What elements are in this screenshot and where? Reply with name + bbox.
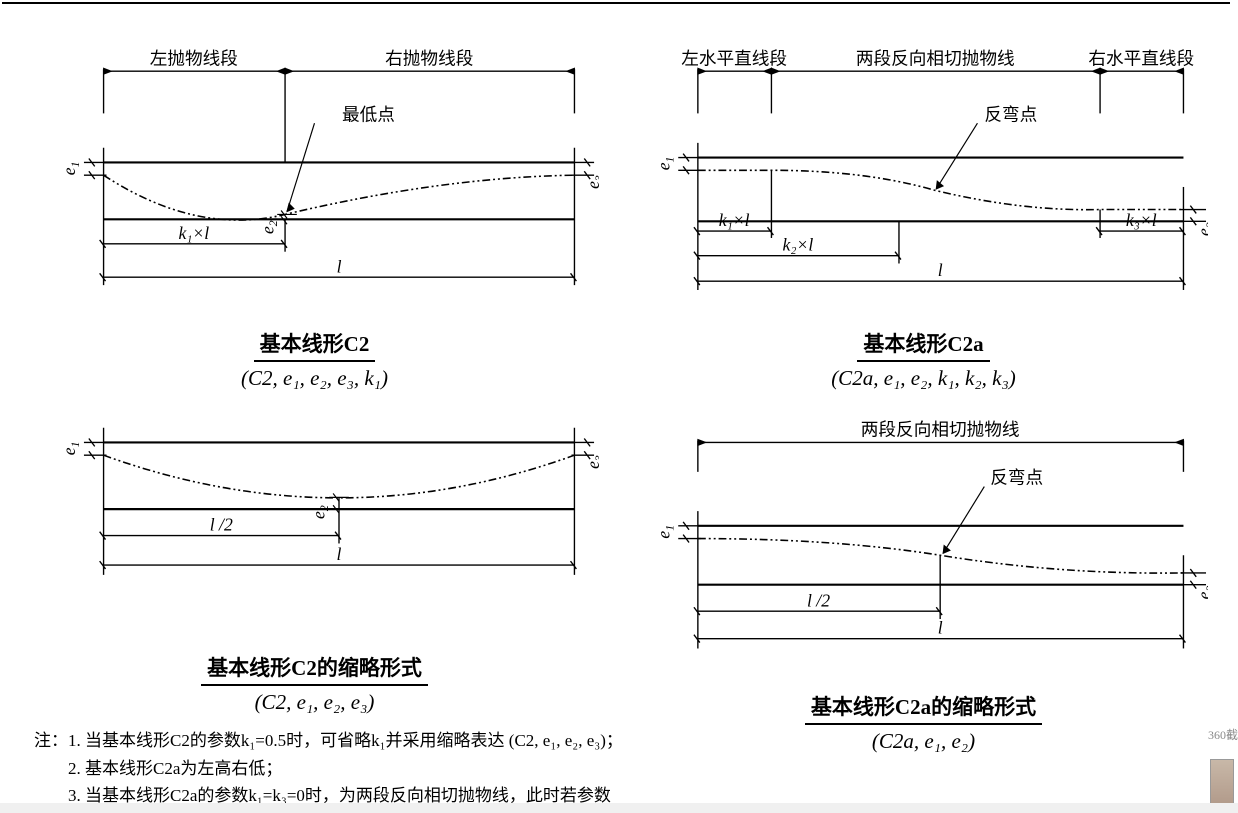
caption-params-c2a: (C2a, e₁, e₂, k₁, k₂, k₃): [831, 366, 1016, 393]
label-halfl-c2as: l /2: [807, 590, 830, 610]
label-right-hline: 右水平直线段: [1088, 48, 1194, 68]
caption-c2s: 基本线形C2的缩略形式 (C2, e₁, e₂, e₃): [201, 652, 428, 717]
label-k1l: k₁×l: [178, 223, 209, 243]
caption-title-c2s: 基本线形C2的缩略形式: [201, 652, 428, 686]
thumbnail-strip: [1210, 759, 1234, 809]
caption-params-c2as: (C2a, e₁, e₂): [805, 729, 1042, 756]
label-halfl-c2s: l /2: [210, 514, 233, 534]
label-l-c2a: l: [938, 260, 943, 280]
label-two-reverse-s: 两段反向相切抛物线: [861, 419, 1020, 439]
label-e2-c2s: e2: [308, 505, 331, 519]
caption-title-c2: 基本线形C2: [254, 328, 376, 362]
caption-title-c2a: 基本线形C2a: [857, 328, 989, 362]
diagram-c2as: 两段反向相切抛物线 反弯点 e1 e2 l /2 l 基本线形C2a的缩略形式 …: [639, 413, 1208, 756]
diagram-c2a: 左水平直线段 两段反向相切抛物线 右水平直线段 反弯点 e1 e2 k₁×l k…: [639, 30, 1208, 393]
label-inflection-s: 反弯点: [990, 467, 1043, 487]
caption-c2: 基本线形C2 (C2, e₁, e₂, e₃, k₁): [241, 328, 388, 393]
label-lowest-point: 最低点: [342, 104, 395, 124]
label-l-c2s: l: [337, 544, 342, 564]
diagram-grid: 左抛物线段 右抛物线段 最低点 e1 e3 e2 k₁×l l 基本线形C2 (…: [0, 0, 1238, 766]
label-left-parabola: 左抛物线段: [150, 48, 238, 68]
label-e1: e1: [59, 161, 82, 175]
label-inflection: 反弯点: [984, 104, 1037, 124]
label-two-reverse: 两段反向相切抛物线: [856, 48, 1015, 68]
label-e3: e3: [583, 175, 599, 189]
caption-params-c2: (C2, e₁, e₂, e₃, k₁): [241, 366, 388, 393]
notes-block: 注： 1. 当基本线形C2的参数k₁=0.5时，可省略k₁并采用缩略表达 (C2…: [34, 727, 623, 809]
notes-prefix: 注：: [34, 727, 68, 754]
label-e1-c2s: e1: [59, 441, 82, 455]
label-e3-c2s: e3: [583, 455, 599, 469]
label-k1l-c2a: k₁×l: [719, 210, 750, 230]
caption-c2a: 基本线形C2a (C2a, e₁, e₂, k₁, k₂, k₃): [831, 328, 1016, 393]
caption-params-c2s: (C2, e₁, e₂, e₃): [201, 690, 428, 717]
diagram-c2s: e1 e3 e2 l /2 l 基本线形C2的缩略形式 (C2, e₁, e₂,…: [30, 413, 599, 756]
label-k3l-c2a: k₃×l: [1126, 210, 1157, 230]
caption-title-c2as: 基本线形C2a的缩略形式: [805, 691, 1042, 725]
caption-c2as: 基本线形C2a的缩略形式 (C2a, e₁, e₂): [805, 691, 1042, 756]
svg-c2: 左抛物线段 右抛物线段 最低点 e1 e3 e2 k₁×l l: [30, 30, 599, 305]
label-e1-c2a: e1: [653, 157, 676, 171]
diagram-c2: 左抛物线段 右抛物线段 最低点 e1 e3 e2 k₁×l l 基本线形C2 (…: [30, 30, 599, 393]
note-2: 2. 基本线形C2a为左高右低；: [68, 755, 282, 782]
label-l-c2as: l: [938, 617, 943, 637]
note-1: 1. 当基本线形C2的参数k₁=0.5时，可省略k₁并采用缩略表达 (C2, e…: [68, 727, 623, 754]
label-e2: e2: [257, 220, 280, 234]
label-l: l: [337, 256, 342, 276]
screenshot-watermark: 360截: [1208, 726, 1238, 743]
label-left-hline: 左水平直线段: [681, 48, 787, 68]
svg-c2s: e1 e3 e2 l /2 l: [30, 413, 599, 629]
label-e1-c2as: e1: [653, 525, 676, 539]
label-k2l-c2a: k₂×l: [783, 235, 814, 255]
label-right-parabola: 右抛物线段: [385, 48, 473, 68]
svg-c2as: 两段反向相切抛物线 反弯点 e1 e2 l /2 l: [639, 413, 1208, 668]
svg-c2a: 左水平直线段 两段反向相切抛物线 右水平直线段 反弯点 e1 e2 k₁×l k…: [639, 30, 1208, 305]
horizontal-scrollbar[interactable]: [0, 803, 1238, 813]
